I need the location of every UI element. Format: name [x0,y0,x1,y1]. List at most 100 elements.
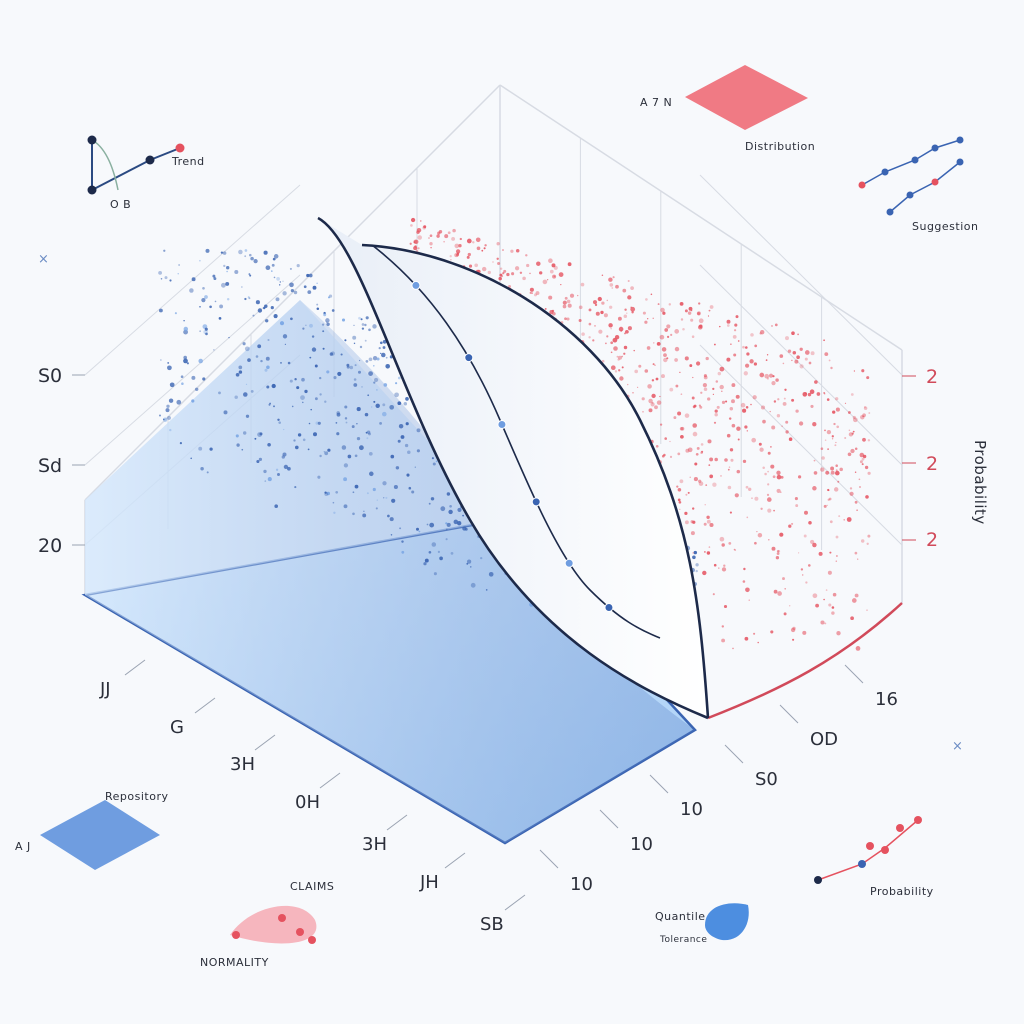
red-point [756,531,758,533]
blue-point [164,276,168,280]
blue-point [265,319,269,323]
blue-point [368,371,373,376]
red-point [776,474,782,480]
red-point [781,425,783,427]
red-point [533,293,538,297]
red-point [721,625,724,628]
blue-point [244,255,247,258]
blue-point [263,469,267,474]
blue-point [353,378,357,381]
red-point [838,515,841,518]
red-point [814,380,818,384]
red-point [830,466,835,471]
red-point [413,241,416,244]
red-point [721,567,727,572]
blue-point [242,431,247,435]
legend-bottom-right: Probability [814,816,933,898]
blue-point [326,491,331,496]
red-point [726,319,731,324]
red-point [694,462,698,466]
blue-point [256,459,260,464]
red-point [705,356,709,361]
center-curve-outer [317,216,709,720]
red-point [621,366,624,369]
red-point [783,397,786,400]
red-point [791,522,794,525]
red-point [659,395,661,398]
blue-point [255,300,260,305]
red-point [812,542,817,548]
blue-point [264,480,267,482]
red-point [670,333,673,336]
blue-point [199,259,201,262]
red-point [410,217,416,223]
red-point [627,295,632,300]
red-point [608,277,613,282]
blue-point [258,457,263,462]
red-point [693,477,698,482]
legend-bottom-center: CLAIMS NORMALITY [200,880,334,969]
blue-point [360,318,363,321]
blue-point [271,263,275,267]
blue-point [367,431,369,433]
blue-point [279,281,281,283]
blue-point [354,364,357,367]
red-point [835,464,838,467]
y-left-tick-0: S0 [38,365,62,387]
red-point [700,391,703,394]
x-front-tick-mark [319,772,341,789]
grid-line [699,264,903,466]
blue-point [352,512,355,516]
red-point [553,265,558,270]
red-point [832,592,837,597]
red-point [648,398,653,404]
red-point [745,485,749,489]
red-point [816,392,821,396]
blue-point [349,365,354,370]
trend-node-icon [87,135,97,145]
red-point [825,589,828,591]
blue-point [282,280,284,282]
red-point [742,459,747,464]
blue-point [445,522,448,525]
blue-point [201,298,206,303]
red-point [835,560,838,562]
blue-point [160,359,162,361]
network-line-icon [861,139,961,186]
red-point [525,254,528,257]
red-point [698,302,701,305]
red-point [549,310,554,315]
blue-point [457,521,462,526]
blue-point [305,324,307,326]
blue-point [316,303,319,306]
red-point [762,419,766,424]
blue-point [169,428,172,432]
blue-point [257,344,262,349]
red-point [691,335,695,338]
red-point [712,482,717,487]
red-point [831,435,834,438]
red-point [743,371,748,376]
red-point [553,275,556,278]
y-left-tick-2: 20 [38,535,62,557]
blue-point [301,377,305,382]
red-point [768,373,774,378]
blue-point [424,558,429,563]
red-point [813,471,818,475]
red-point [791,331,795,336]
red-point [812,486,817,491]
red-point [742,345,745,349]
legend-top-left: Trend O B [87,135,204,211]
blue-point [361,327,365,330]
red-point [529,287,534,292]
blue-point [327,448,331,452]
red-point [627,326,632,331]
red-point [566,317,570,321]
blue-point [364,412,369,417]
blue-point [319,393,322,396]
red-point [669,455,673,458]
x-right-tick-label: 10 [680,799,703,820]
red-point [772,475,776,479]
blue-point [316,307,320,311]
red-point [777,398,780,401]
